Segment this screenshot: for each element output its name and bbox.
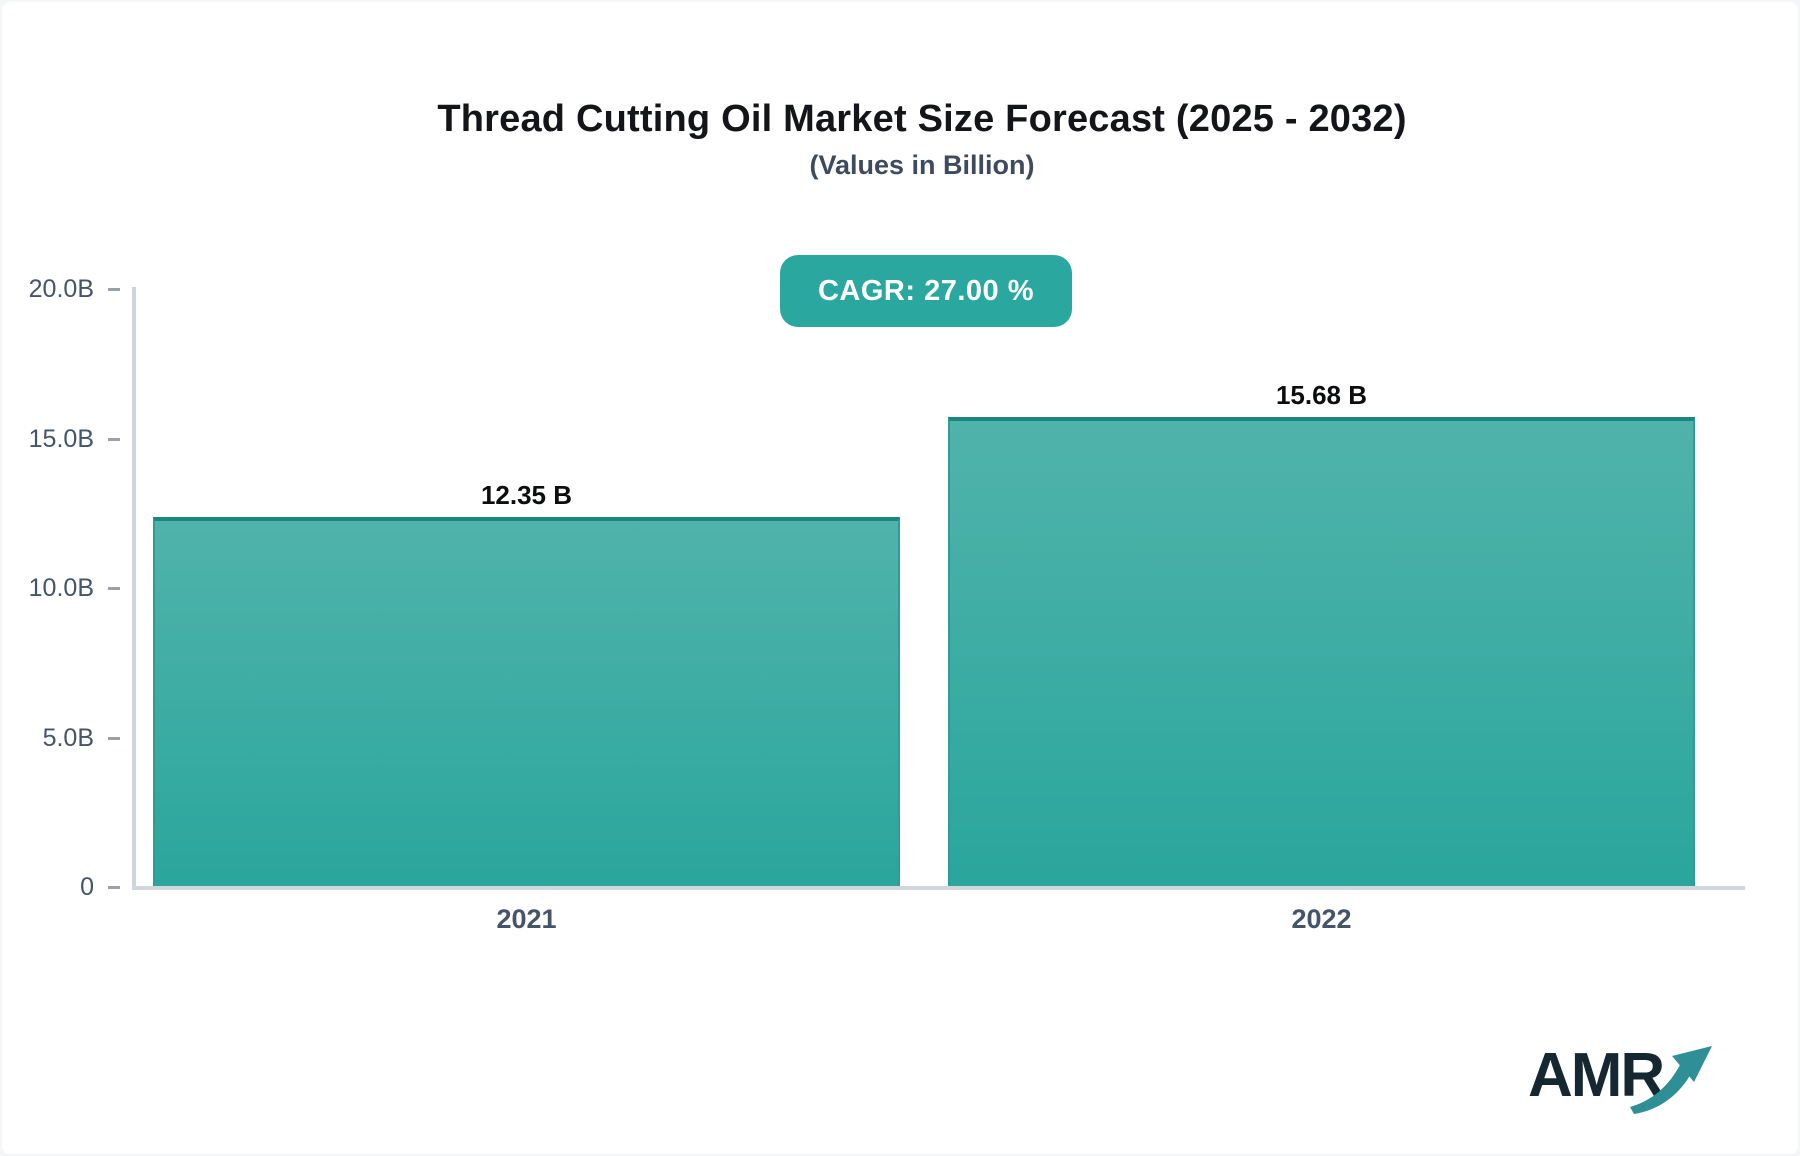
chart-title: Thread Cutting Oil Market Size Forecast …: [437, 98, 1407, 140]
x-axis-line: [132, 886, 1745, 890]
cagr-badge: CAGR: 27.00 %: [780, 255, 1072, 327]
x-axis-label-2021: 2021: [496, 904, 557, 934]
chart-subtitle: (Values in Billion): [809, 150, 1035, 180]
bar-value-label: 12.35 B: [480, 480, 573, 510]
y-tick-mark: [108, 587, 120, 590]
bar-value-label: 15.68 B: [1275, 380, 1368, 410]
y-axis-line: [132, 287, 136, 888]
y-tick-mark: [108, 886, 120, 889]
bar-2022[interactable]: [948, 417, 1695, 886]
y-tick-label: 5.0B: [42, 723, 94, 752]
x-axis-label-2022: 2022: [1291, 904, 1352, 934]
y-tick-mark: [108, 736, 120, 740]
y-tick-mark: [108, 437, 120, 441]
y-tick-label: 0: [80, 873, 94, 901]
amr-logo-text: AMR: [1528, 1041, 1664, 1110]
amr-logo: AMR: [1528, 1041, 1712, 1114]
trend-up-arrow-icon: [1630, 1046, 1712, 1114]
y-tick-label: 10.0B: [28, 574, 94, 602]
y-tick-label: 15.0B: [28, 424, 94, 453]
y-tick-mark: [108, 288, 120, 291]
cagr-badge-label: CAGR: 27.00 %: [817, 274, 1034, 307]
y-tick-label: 20.0B: [28, 275, 94, 303]
bar-2021[interactable]: [153, 517, 900, 886]
